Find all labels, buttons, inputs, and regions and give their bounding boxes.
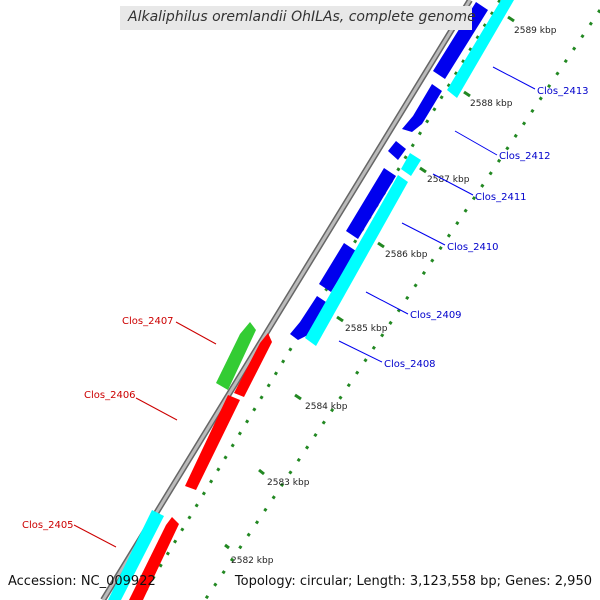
leader-line-clos-2411 bbox=[432, 173, 474, 196]
genome-summary-text: Topology: circular; Length: 3,123,558 bp… bbox=[234, 574, 592, 589]
gene-label-clos-2407: Clos_2407 bbox=[122, 316, 174, 327]
gene-label-clos-2408: Clos_2408 bbox=[384, 359, 436, 370]
gene-label-clos-2412: Clos_2412 bbox=[499, 151, 551, 162]
gene-forward-3 bbox=[447, 0, 514, 98]
cds-forward-2 bbox=[319, 243, 356, 292]
gene-reverse-clos-2406b bbox=[185, 395, 240, 490]
gene-label-clos-2406: Clos_2406 bbox=[84, 390, 136, 401]
leader-line-clos-2410 bbox=[401, 222, 446, 246]
cds-forward-3 bbox=[346, 168, 396, 239]
leader-line-clos-2409 bbox=[365, 291, 409, 315]
leader-line-clos-2408 bbox=[338, 340, 383, 363]
leader-line-clos-2407 bbox=[175, 321, 217, 345]
tick-mark bbox=[336, 315, 344, 323]
tick-mark bbox=[507, 15, 515, 23]
gene-label-clos-2405: Clos_2405 bbox=[22, 520, 74, 531]
inner-dotted-guide bbox=[203, 9, 600, 600]
gene-label-clos-2409: Clos_2409 bbox=[410, 310, 462, 321]
gene-reverse-clos-2405 bbox=[129, 517, 179, 600]
tick-label: 2587 kbp bbox=[427, 175, 470, 185]
tick-mark bbox=[377, 241, 385, 249]
tick-mark bbox=[294, 393, 302, 401]
leader-line-clos-2405 bbox=[73, 524, 117, 548]
leader-line-clos-2413 bbox=[492, 66, 536, 90]
gene-reverse-cyan bbox=[108, 510, 164, 600]
gene-forward-2 bbox=[401, 153, 421, 176]
leader-line-clos-2406 bbox=[135, 397, 178, 421]
scale-ticks bbox=[224, 15, 515, 550]
tick-label: 2586 kbp bbox=[385, 250, 428, 260]
tick-label: 2588 kbp bbox=[470, 99, 513, 109]
accession-text: Accession: NC_009922 bbox=[8, 574, 156, 589]
tick-mark bbox=[224, 543, 230, 550]
map-title: Alkaliphilus oremlandii OhILAs, complete… bbox=[128, 9, 476, 25]
title-background bbox=[120, 6, 472, 30]
tick-mark bbox=[463, 90, 471, 98]
gene-forward-1 bbox=[305, 175, 408, 346]
tick-mark bbox=[419, 166, 427, 174]
tick-label: 2589 kbp bbox=[514, 26, 557, 36]
tick-label: 2584 kbp bbox=[305, 402, 348, 412]
cds-forward-4 bbox=[388, 141, 406, 160]
leader-line-clos-2412 bbox=[454, 130, 498, 156]
cds-forward-5 bbox=[402, 84, 442, 132]
tick-mark bbox=[258, 468, 265, 476]
backbone bbox=[101, 0, 472, 600]
gene-label-clos-2413: Clos_2413 bbox=[537, 86, 589, 97]
cds-forward-6 bbox=[433, 2, 488, 79]
cds-forward-1 bbox=[290, 296, 329, 340]
gene-label-clos-2411: Clos_2411 bbox=[475, 192, 527, 203]
gene-reverse-clos-2406a bbox=[234, 333, 272, 397]
tick-label: 2582 kbp bbox=[231, 556, 274, 566]
gene-label-clos-2410: Clos_2410 bbox=[447, 242, 499, 253]
tick-label: 2585 kbp bbox=[345, 324, 388, 334]
gene-reverse-clos-2407 bbox=[216, 322, 256, 390]
tick-label: 2583 kbp bbox=[267, 478, 310, 488]
